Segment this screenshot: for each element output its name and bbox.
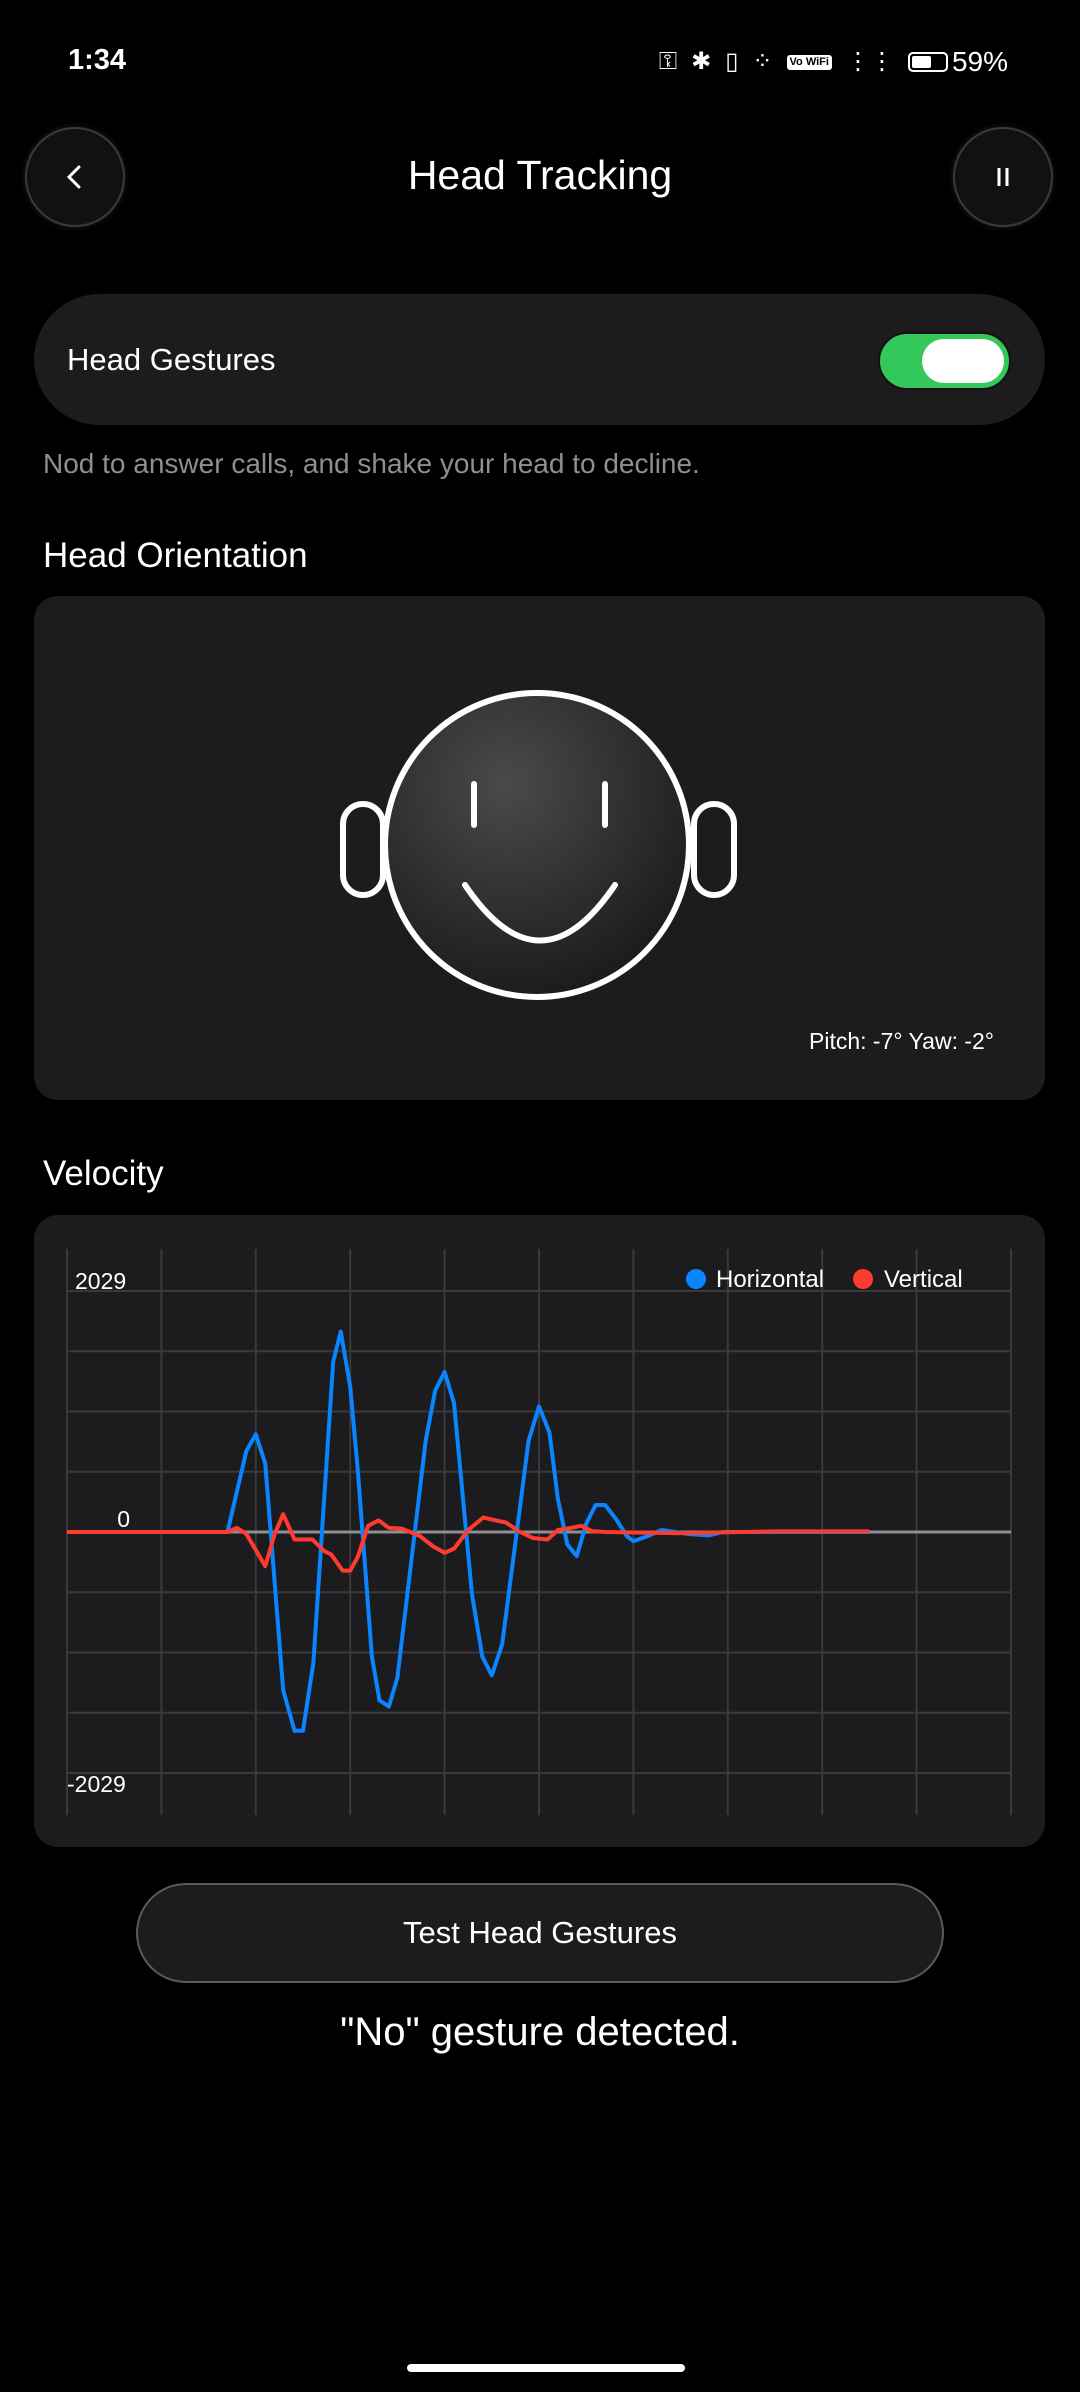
legend-dot-horizontal: [686, 1269, 706, 1289]
head-gestures-label: Head Gestures: [67, 342, 276, 377]
status-icons: ⚿ ✱ ▯ ⁘ Vo WiFi ⋮⋮ 59%: [659, 44, 1008, 80]
signal-icon: ⋮⋮: [845, 48, 894, 75]
velocity-chart: 2029 0 -2029 Horizontal Vertical: [66, 1249, 1012, 1815]
bluetooth-icon: ✱: [691, 48, 712, 75]
series-line-horizontal: [67, 1329, 870, 1733]
chevron-left-icon: [66, 165, 81, 189]
status-time: 1:34: [68, 44, 127, 76]
legend-dot-vertical: [853, 1269, 873, 1289]
y-tick-min: -2029: [67, 1771, 126, 1797]
test-head-gestures-button[interactable]: Test Head Gestures: [136, 1883, 944, 1983]
velocity-card: 2029 0 -2029 Horizontal Vertical: [34, 1215, 1045, 1847]
velocity-title: Velocity: [43, 1154, 164, 1193]
page-title: Head Tracking: [407, 152, 673, 198]
pause-icon: [997, 168, 1009, 186]
head-gestures-toggle[interactable]: [878, 332, 1011, 390]
pitch-yaw-readout: Pitch: -7° Yaw: -2°: [809, 1028, 994, 1054]
vowifi-icon: Vo WiFi: [786, 54, 832, 70]
back-button[interactable]: [25, 127, 125, 227]
head-gestures-card: Head Gestures: [34, 294, 1045, 425]
wifi-icon: ⁘: [752, 48, 773, 75]
head-orientation-card: Pitch: -7° Yaw: -2°: [34, 596, 1045, 1100]
battery-percent: 59%: [951, 46, 1008, 77]
head-orientation-title: Head Orientation: [43, 536, 308, 575]
y-tick-max: 2029: [75, 1268, 126, 1294]
series-line-vertical: [67, 1512, 870, 1573]
head-face-icon: [340, 690, 737, 1000]
legend-label-horizontal: Horizontal: [716, 1266, 824, 1293]
y-tick-zero: 0: [117, 1506, 130, 1532]
vibrate-icon: ▯: [725, 48, 739, 75]
head-gestures-description: Nod to answer calls, and shake your head…: [43, 448, 700, 479]
home-indicator[interactable]: [407, 2364, 685, 2372]
battery-icon: [907, 52, 948, 72]
legend-label-vertical: Vertical: [884, 1266, 963, 1293]
gesture-result: "No" gesture detected.: [340, 2010, 740, 2054]
pause-button[interactable]: [953, 127, 1053, 227]
key-icon: ⚿: [658, 48, 678, 75]
